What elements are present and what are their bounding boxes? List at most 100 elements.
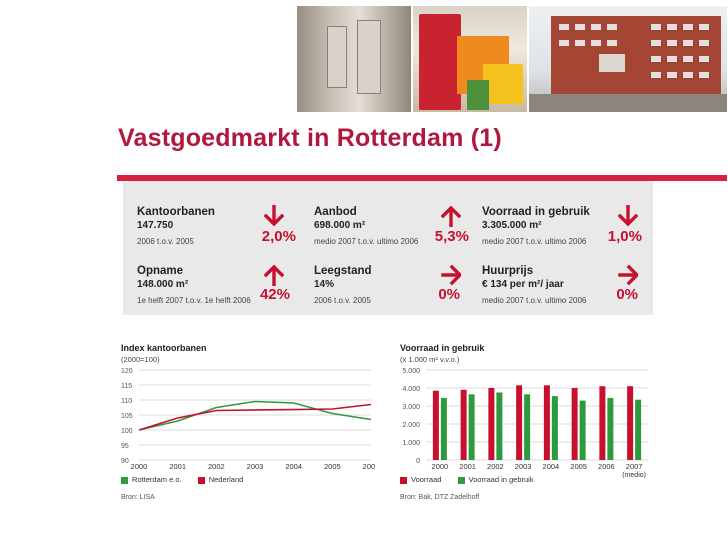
bar-voorraad xyxy=(460,389,467,460)
bar-chart-legend: Voorraad Voorraad in gebruik xyxy=(400,475,548,484)
y-tick-label: 0 xyxy=(416,458,420,465)
y-tick-label: 2.000 xyxy=(402,422,420,429)
x-tick-label: 2000 xyxy=(432,462,449,471)
x-tick-label: 2006 xyxy=(363,462,375,471)
kpi-value: € 134 per m²/ jaar xyxy=(482,279,564,290)
bar-chart: 5.000 4.000 3.000 2.000 1.000 0 2000 2001 2002 20… xyxy=(402,368,648,478)
bar-voorraad-in-gebruik xyxy=(524,394,531,460)
kpi-pct: 42% xyxy=(259,286,290,303)
legend-label: Nederland xyxy=(208,475,244,484)
legend-item-voorraad-in-gebruik: Voorraad in gebruik xyxy=(457,475,534,484)
chart-source: Bron: Bak, DTZ Zadelhoff xyxy=(400,494,480,501)
title-divider xyxy=(117,175,727,181)
x-tick-label: 2003 xyxy=(515,462,532,471)
bar-voorraad xyxy=(432,390,439,460)
x-tick-label: 2005 xyxy=(324,462,341,471)
x-tick-sublabel: (medio) xyxy=(622,472,646,478)
kpi-pct: 0% xyxy=(438,286,460,303)
arrow-right-icon xyxy=(441,264,461,286)
bar-voorraad-in-gebruik xyxy=(607,397,614,460)
legend-label: Rotterdam e.o. xyxy=(132,475,182,484)
bar-voorraad-in-gebruik xyxy=(496,392,503,460)
kpi-panel-bg xyxy=(123,181,653,315)
kpi-sub: medio 2007 t.o.v. ultimo 2006 xyxy=(314,237,419,246)
series-line-rotterdam xyxy=(138,400,372,431)
x-tick-label: 2001 xyxy=(169,462,186,471)
kpi-aanbod: Aanbod 698.000 m² medio 2007 t.o.v. ulti… xyxy=(314,206,474,246)
x-tick-label: 2000 xyxy=(131,462,148,471)
kpi-sub: 2006 t.o.v. 2005 xyxy=(137,237,194,246)
legend-swatch xyxy=(400,476,407,484)
y-tick-label: 100 xyxy=(121,428,133,435)
y-tick-label: 120 xyxy=(121,368,133,375)
photo-office-building xyxy=(529,6,727,112)
kpi-label: Huurprijs xyxy=(482,265,534,277)
y-tick-label: 3.000 xyxy=(402,404,420,411)
arrow-up-icon xyxy=(441,205,461,227)
bar-voorraad-in-gebruik xyxy=(468,394,475,460)
kpi-opname: Opname 148.000 m² 1e helft 2007 t.o.v. 1… xyxy=(137,265,297,305)
x-tick-label: 2004 xyxy=(543,462,560,471)
legend-swatch xyxy=(457,476,465,484)
kpi-label: Aanbod xyxy=(314,206,357,218)
y-tick-label: 4.000 xyxy=(402,386,420,393)
chart-subtitle: (2000=100) xyxy=(121,355,160,364)
x-tick-label: 2001 xyxy=(459,462,476,471)
x-tick-label: 2003 xyxy=(247,462,264,471)
y-tick-label: 95 xyxy=(121,443,129,450)
kpi-pct: 1,0% xyxy=(607,228,642,245)
photo-office-interior xyxy=(297,6,411,112)
bar-voorraad xyxy=(488,388,495,460)
kpi-pct: 2,0% xyxy=(261,228,296,245)
kpi-label: Leegstand xyxy=(314,265,372,277)
bar-voorraad xyxy=(571,388,578,460)
bar-voorraad-in-gebruik xyxy=(635,399,642,460)
legend-item-nederland: Nederland xyxy=(197,475,244,484)
bar-voorraad-in-gebruik xyxy=(440,397,447,460)
x-tick-label: 2004 xyxy=(285,462,302,471)
kpi-sub: 2006 t.o.v. 2005 xyxy=(314,296,371,305)
legend-label: Voorraad in gebruik xyxy=(468,475,534,484)
kpi-sub: medio 2007 t.o.v. ultimo 2006 xyxy=(482,237,587,246)
kpi-sub: 1e helft 2007 t.o.v. 1e helft 2006 xyxy=(137,296,251,305)
arrow-up-icon xyxy=(264,264,284,286)
bar-voorraad-in-gebruik xyxy=(579,400,586,460)
bar-voorraad-in-gebruik xyxy=(551,396,558,460)
kpi-value: 148.000 m² xyxy=(137,279,189,290)
chart-title: Index kantoorbanen xyxy=(121,343,207,353)
kpi-label: Kantoorbanen xyxy=(137,206,215,218)
chart-source: Bron: LISA xyxy=(121,494,155,501)
arrow-down-icon xyxy=(618,205,638,227)
bar-voorraad xyxy=(599,386,606,460)
legend-swatch xyxy=(197,476,205,484)
kpi-voorraad-in-gebruik: Voorraad in gebruik 3.305.000 m² medio 2… xyxy=(482,206,642,246)
kpi-value: 3.305.000 m² xyxy=(482,220,542,231)
bar-voorraad xyxy=(627,386,634,460)
kpi-kantoorbanen: Kantoorbanen 147.750 2006 t.o.v. 2005 xyxy=(137,206,297,246)
kpi-label: Voorraad in gebruik xyxy=(482,206,590,218)
kpi-label: Opname xyxy=(137,265,184,277)
legend-item-rotterdam: Rotterdam e.o. xyxy=(121,475,182,484)
bar-voorraad xyxy=(543,385,550,460)
header-photos xyxy=(297,6,727,112)
chart-subtitle: (x 1.000 m² v.v.o.) xyxy=(400,355,460,364)
legend-swatch xyxy=(121,476,128,484)
x-tick-label: 2005 xyxy=(570,462,587,471)
kpi-sub: medio 2007 t.o.v. ultimo 2006 xyxy=(482,296,587,305)
bar-voorraad xyxy=(516,385,523,460)
kpi-pct: 0% xyxy=(616,286,638,303)
arrow-down-icon xyxy=(264,205,284,227)
photo-colorful-lobby xyxy=(413,6,527,112)
x-tick-label: 2006 xyxy=(598,462,615,471)
line-chart-legend: Rotterdam e.o. Nederland xyxy=(121,475,257,484)
chart-title: Voorraad in gebruik xyxy=(400,343,485,353)
page-title: Vastgoedmarkt in Rotterdam (1) xyxy=(118,124,502,152)
legend-label: Voorraad xyxy=(411,475,442,484)
legend-item-voorraad: Voorraad xyxy=(400,475,441,484)
kpi-value: 147.750 xyxy=(137,220,174,231)
kpi-value: 698.000 m² xyxy=(314,220,366,231)
y-tick-label: 105 xyxy=(121,413,133,420)
y-tick-label: 110 xyxy=(121,398,132,405)
x-tick-label: 2002 xyxy=(487,462,504,471)
